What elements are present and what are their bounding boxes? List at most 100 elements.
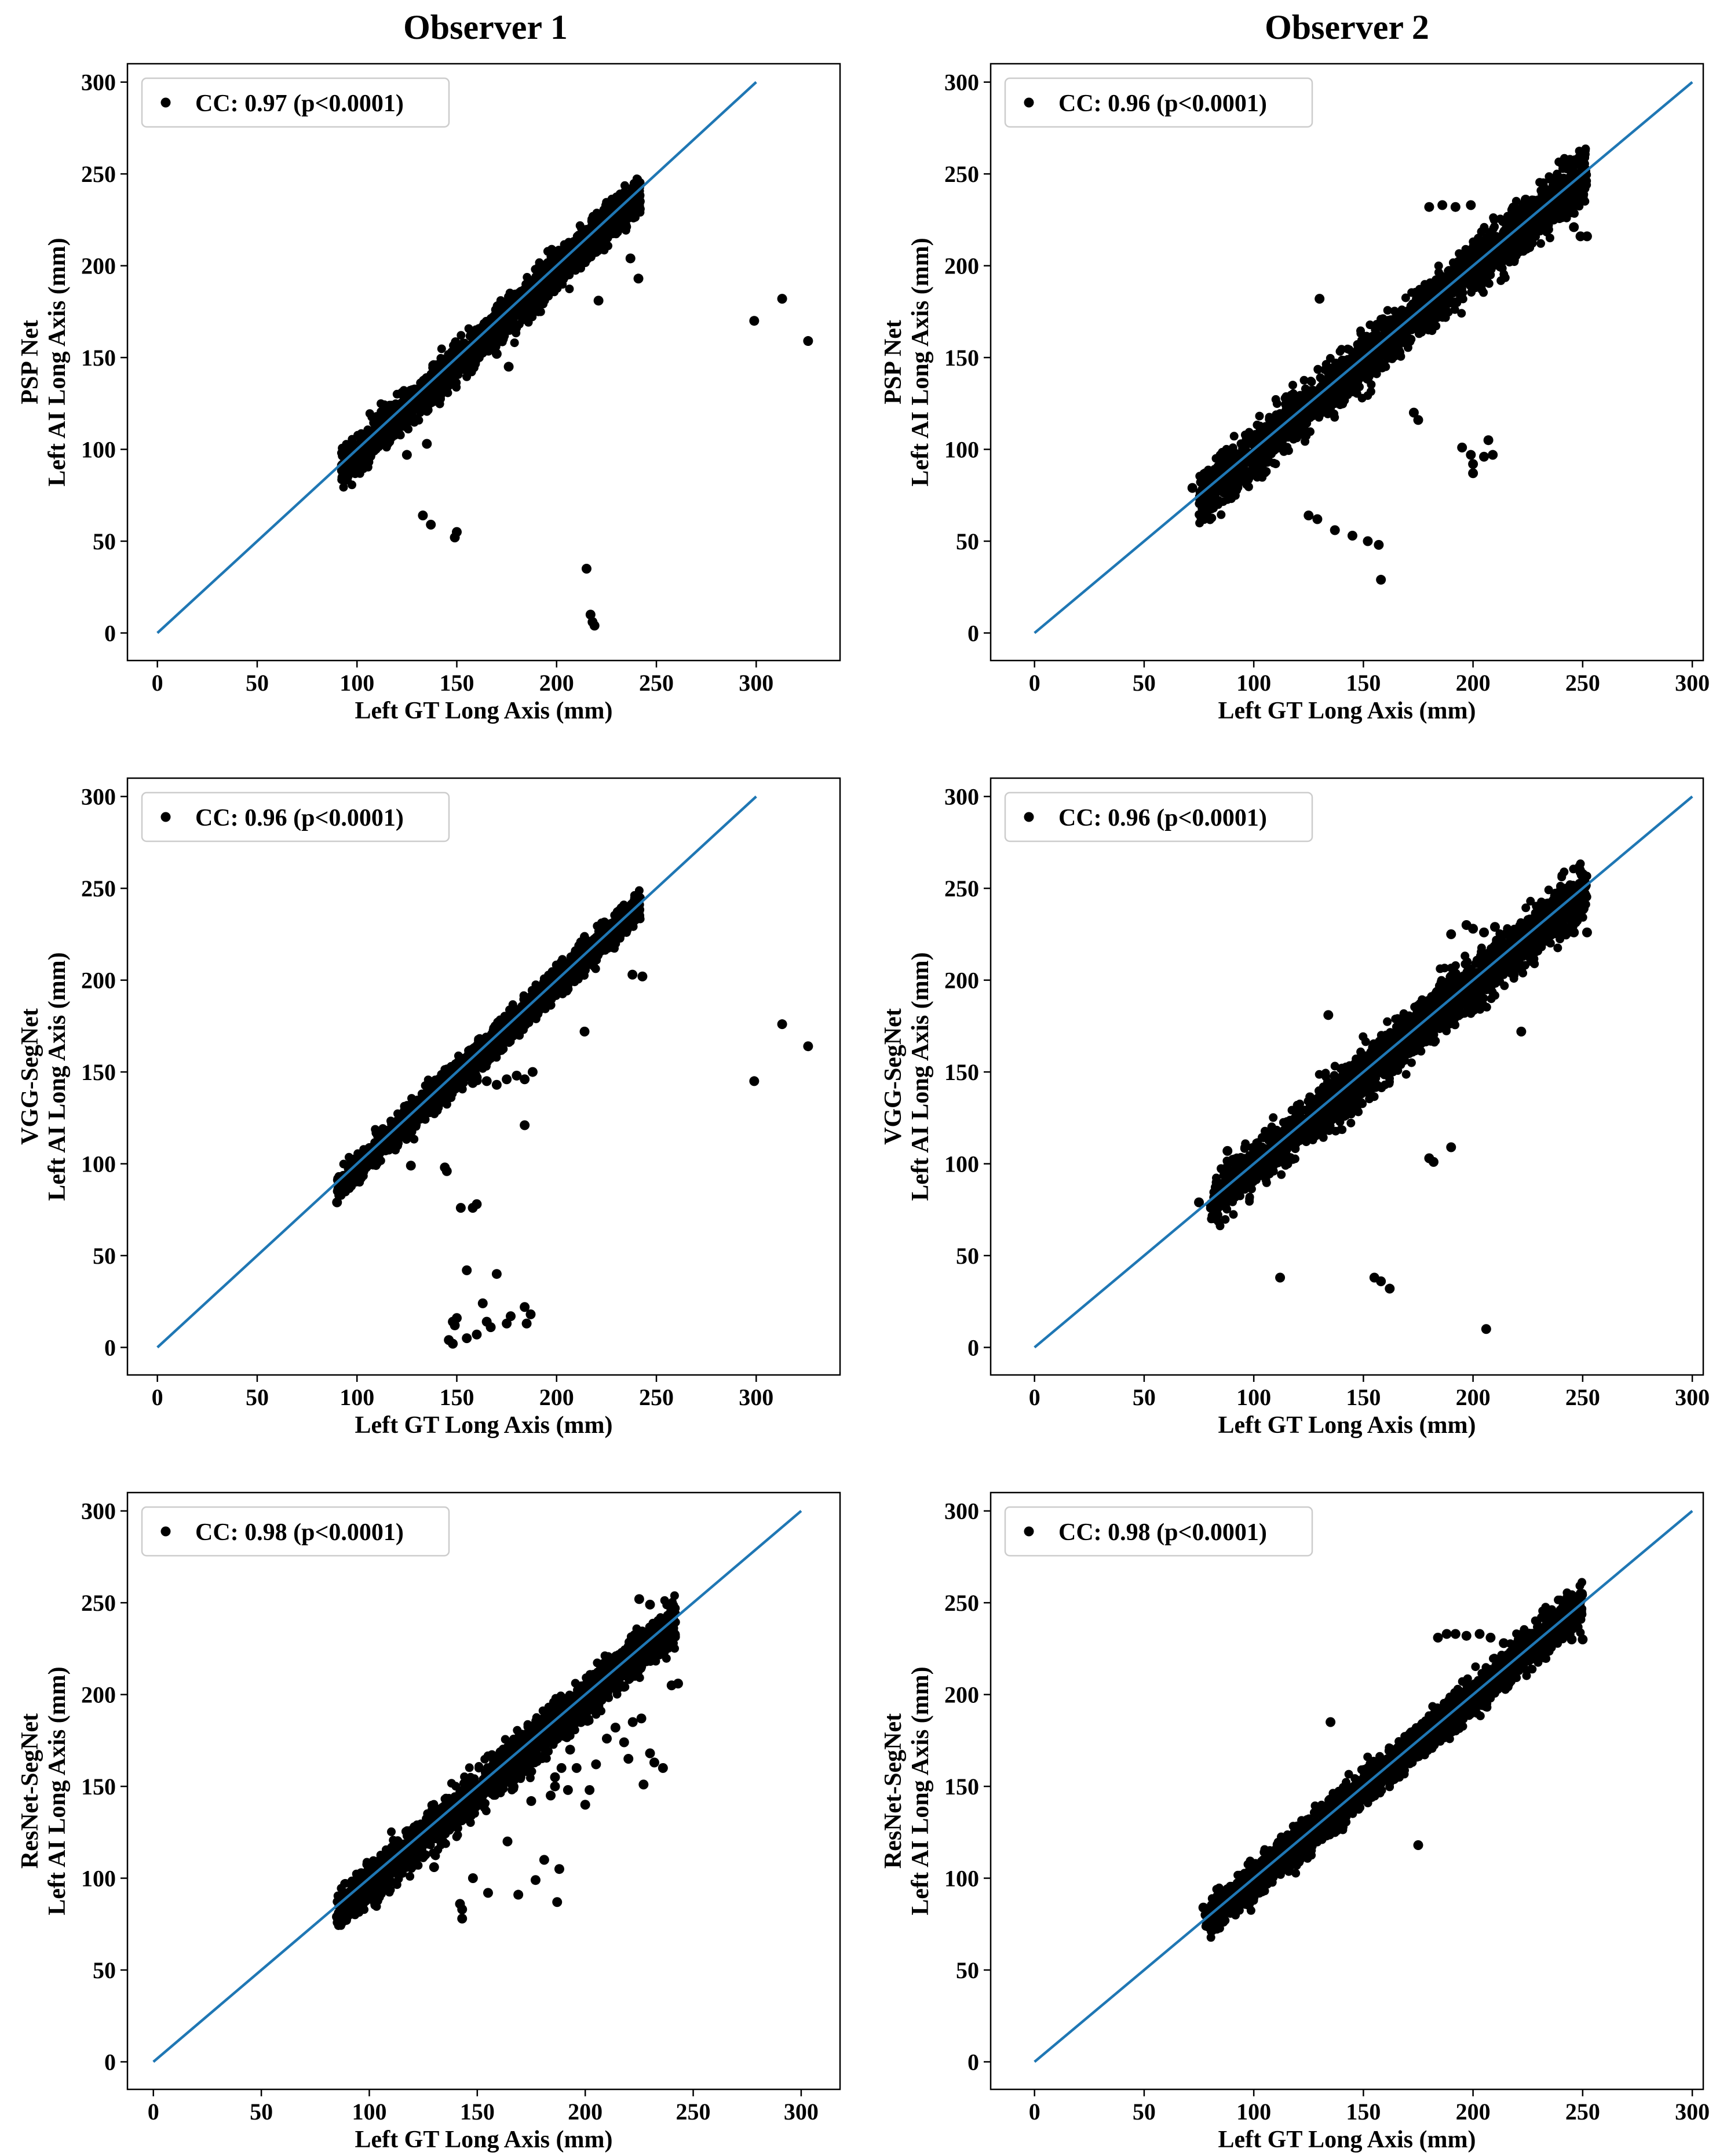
x-axis-label: Left GT Long Axis (mm): [355, 698, 613, 724]
legend: CC: 0.97 (p<0.0001): [141, 77, 450, 128]
data-point: [1554, 157, 1564, 166]
data-point: [1446, 297, 1455, 306]
y-tick-label: 150: [81, 345, 116, 371]
data-point: [1293, 398, 1301, 407]
data-point: [353, 431, 362, 440]
data-point: [1283, 433, 1293, 442]
scatter-points: [332, 886, 813, 1349]
outlier-point: [1347, 530, 1357, 541]
data-point: [1360, 345, 1370, 354]
data-point: [1558, 164, 1567, 173]
x-tick-label: 0: [152, 670, 163, 696]
data-point: [1287, 421, 1296, 431]
data-point: [1538, 189, 1546, 198]
y-axis-label: Left AI Long Axis (mm): [44, 952, 71, 1201]
outlier-point: [1437, 200, 1448, 210]
outlier-point: [1187, 483, 1197, 493]
data-point: [1394, 345, 1403, 355]
legend-marker: [160, 97, 171, 108]
y-tick-label: 200: [81, 253, 116, 279]
outlier-point: [1558, 207, 1568, 218]
outlier-point: [1330, 525, 1340, 535]
data-point: [372, 412, 381, 421]
x-tick-label: 300: [739, 670, 773, 696]
data-point: [1436, 271, 1445, 280]
data-point: [1299, 375, 1309, 385]
legend-marker: [1024, 97, 1034, 108]
data-point: [1332, 387, 1341, 396]
data-point: [543, 263, 552, 272]
data-point: [1341, 387, 1350, 396]
chart-panel-row1-observer1: 0 50 100 150 200 250 300050100150200250300Left…: [17, 63, 841, 724]
data-point: [612, 194, 622, 203]
x-axis-label: Left GT Long Axis (mm): [1218, 698, 1476, 724]
data-point: [444, 367, 452, 376]
outlier-point: [1483, 435, 1494, 446]
data-point: [1507, 205, 1516, 214]
y-tick-label: 100: [944, 437, 979, 463]
data-point: [1346, 377, 1356, 386]
data-point: [1457, 309, 1466, 318]
outlier-point: [1312, 514, 1323, 524]
data-point: [1228, 487, 1237, 495]
y-tick-label: 300: [81, 70, 116, 96]
outlier-point: [1363, 536, 1373, 546]
data-point: [1393, 334, 1403, 344]
data-point: [1455, 249, 1464, 258]
y-tick-label: 300: [81, 784, 116, 810]
data-point: [572, 251, 581, 260]
data-point: [1255, 465, 1264, 474]
data-point: [431, 361, 440, 370]
data-point: [1502, 221, 1511, 230]
y-tick-label: 50: [956, 528, 979, 554]
data-point: [474, 324, 483, 333]
data-point: [1421, 293, 1430, 302]
data-point: [467, 367, 476, 377]
outlier-point: [581, 564, 592, 574]
outlier-point: [1424, 202, 1434, 212]
x-tick-label: 50: [246, 1384, 269, 1410]
data-point: [367, 429, 377, 438]
chart-panel-row2-observer1: 0 50 100 150 200 250 300050100150200250300Left…: [17, 777, 841, 1439]
legend-box: [1004, 77, 1313, 128]
data-point: [414, 415, 423, 425]
data-point: [457, 358, 466, 367]
x-tick-label: 200: [1456, 670, 1491, 696]
data-point: [1545, 174, 1554, 184]
data-point: [437, 381, 447, 390]
x-tick-label: 150: [1346, 670, 1381, 696]
data-point: [1305, 413, 1315, 422]
y-tick-label: 50: [93, 528, 116, 554]
data-point: [525, 305, 534, 314]
identity-line: [1034, 81, 1693, 634]
data-point: [1315, 407, 1324, 417]
x-tick-label: 300: [739, 1384, 773, 1410]
data-point: [620, 181, 629, 190]
data-point: [1313, 365, 1323, 374]
outlier-point: [1304, 510, 1314, 521]
data-point: [1565, 160, 1575, 170]
outlier-point: [1374, 539, 1384, 550]
data-point: [518, 306, 527, 315]
data-point: [1570, 209, 1579, 218]
x-tick-label: 50: [1133, 670, 1156, 696]
outlier-point: [426, 519, 436, 530]
data-point: [1357, 335, 1366, 345]
outlier-point: [777, 294, 787, 304]
data-point: [1210, 493, 1219, 502]
data-point: [536, 307, 545, 316]
outlier-point: [589, 621, 600, 631]
y-tick-label: 100: [81, 1151, 116, 1177]
data-point: [1437, 300, 1446, 309]
outlier-point: [1569, 222, 1579, 232]
data-point: [491, 342, 501, 351]
data-point: [1202, 505, 1211, 514]
identity-line: [156, 81, 757, 634]
y-tick-label: 300: [944, 70, 979, 96]
data-point: [490, 327, 499, 335]
x-tick-label: 50: [246, 670, 269, 696]
data-point: [1523, 206, 1532, 216]
data-point: [509, 293, 518, 302]
data-point: [1360, 371, 1369, 380]
data-point: [536, 268, 545, 278]
